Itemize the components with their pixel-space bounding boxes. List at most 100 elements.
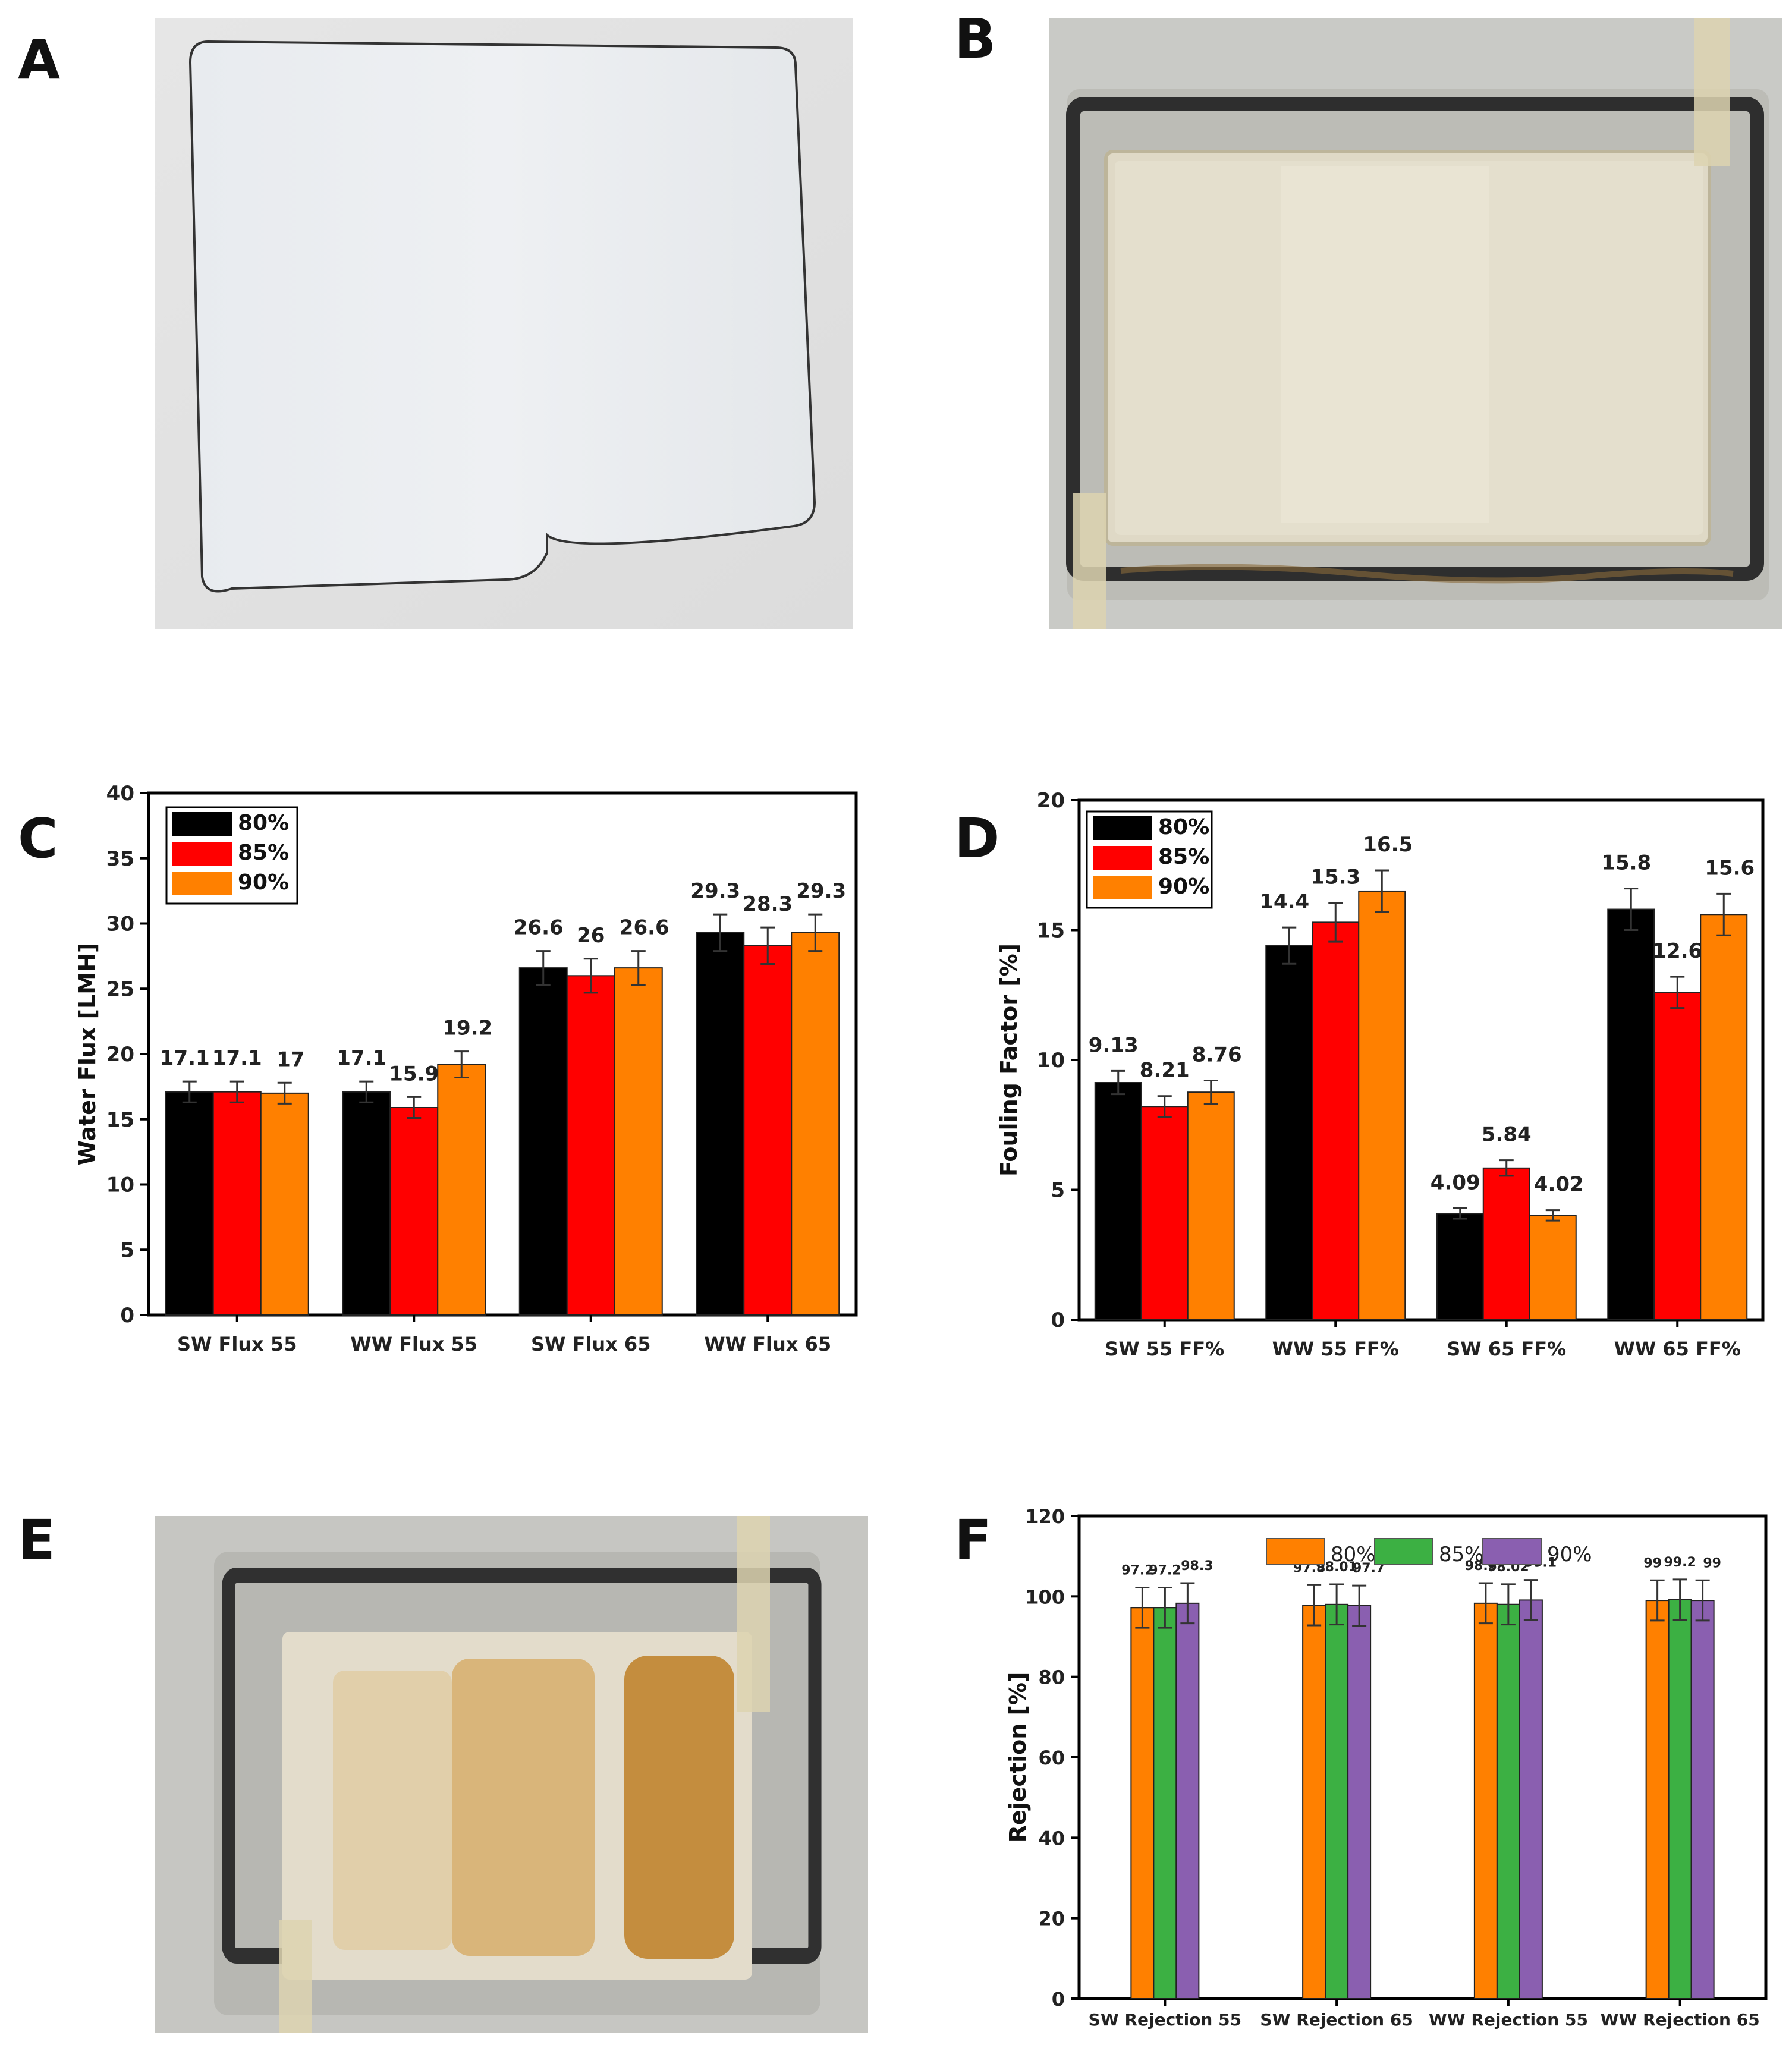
- chart-d-data-label: 15.8: [1601, 851, 1651, 875]
- chart-c-ytick-label: 15: [106, 1108, 134, 1132]
- chart-c-bar: [566, 975, 615, 1316]
- chart-c-data-label: 29.3: [796, 879, 846, 903]
- chart-f-legend-swatch: [1374, 1538, 1433, 1565]
- chart-c-legend-swatch: [172, 812, 232, 836]
- chart-d-data-label: 8.21: [1140, 1059, 1190, 1083]
- chart-c-legend: 80% 85% 90%: [165, 806, 298, 905]
- chart-c-data-label: 19.2: [442, 1017, 492, 1040]
- chart-f-ytick-label: 100: [1025, 1585, 1065, 1608]
- chart-d-category-label: SW 55 FF%: [1105, 1338, 1224, 1360]
- chart-f-ytick-label: 80: [1038, 1666, 1065, 1689]
- chart-d-bar: [1140, 1106, 1189, 1321]
- chart-d-data-label: 8.76: [1192, 1043, 1242, 1067]
- chart-f-legend: 80% 85% 90%: [1266, 1538, 1592, 1566]
- chart-c-bar: [260, 1092, 309, 1316]
- chart-c-legend-swatch: [172, 872, 232, 895]
- photo-e-drawing: [155, 1516, 868, 2033]
- chart-d-ytick-label: 10: [1037, 1049, 1065, 1072]
- chart-c-data-label: 26.6: [620, 916, 669, 940]
- chart-f-data-label: 98.3: [1181, 1559, 1213, 1574]
- chart-c-legend-label: 90%: [238, 870, 289, 895]
- chart-f-ytick-label: 40: [1038, 1827, 1065, 1849]
- chart-f-data-label: 99: [1703, 1556, 1721, 1571]
- chart-d-data-label: 9.13: [1089, 1033, 1139, 1057]
- chart-c-bar: [743, 945, 793, 1316]
- chart-d-bar: [1653, 992, 1702, 1320]
- chart-f-bar: [1153, 1607, 1177, 1999]
- chart-c-ytick-label: 30: [106, 913, 134, 936]
- chart-d-bar: [1265, 945, 1313, 1321]
- chart-d-bar: [1607, 908, 1655, 1321]
- chart-c-bar: [518, 967, 568, 1316]
- chart-c-ytick-label: 20: [106, 1043, 134, 1067]
- chart-d-bar: [1187, 1091, 1235, 1320]
- chart-c-ytick-label: 5: [120, 1238, 134, 1262]
- chart-c-ytick-label: 0: [120, 1304, 134, 1327]
- chart-c-bar: [614, 967, 663, 1316]
- chart-c-data-label: 17.1: [160, 1046, 210, 1070]
- chart-c-ytick-label: 40: [106, 785, 134, 806]
- chart-f-legend-label: 85%: [1439, 1543, 1484, 1566]
- chart-f-bar: [1325, 1603, 1349, 1999]
- chart-f-bar: [1519, 1599, 1543, 1999]
- chart-d-data-label: 16.5: [1363, 833, 1413, 857]
- chart-f-category-label: SW Rejection 65: [1260, 2010, 1413, 2030]
- chart-d-data-label: 15.6: [1705, 856, 1755, 880]
- chart-f-ytick-label: 120: [1025, 1505, 1065, 1528]
- chart-c-legend-label: 80%: [238, 811, 289, 835]
- chart-f-data-label: 97.2: [1121, 1563, 1153, 1578]
- chart-f-bar: [1347, 1605, 1372, 1999]
- chart-d-data-label: 4.09: [1431, 1171, 1480, 1195]
- chart-d-bar: [1312, 921, 1360, 1320]
- chart-c-bar: [696, 932, 745, 1316]
- chart-c-bar: [389, 1106, 439, 1316]
- chart-c-data-label: 17.1: [212, 1046, 262, 1070]
- photo-clean-membrane: [155, 18, 853, 629]
- chart-c-data-label: 17: [276, 1047, 304, 1071]
- chart-f-bar: [1668, 1599, 1692, 2000]
- photo-membrane-cell-clean: [1049, 18, 1782, 629]
- chart-c-category-label: SW Flux 65: [531, 1333, 650, 1355]
- chart-f-data-label: 97.2: [1149, 1563, 1181, 1578]
- chart-fouling-factor: 0 5 10 15 20 Fouling Factor [%] 9.138.218.76 SW…: [996, 789, 1765, 1360]
- photo-a-drawing: [155, 18, 853, 629]
- chart-f-bar: [1473, 1602, 1498, 1999]
- chart-c-ytick-label: 25: [106, 977, 134, 1001]
- chart-f-ytick-label: 60: [1038, 1747, 1065, 1769]
- chart-d-data-label: 5.84: [1482, 1123, 1532, 1147]
- chart-d-ytick-label: 5: [1051, 1179, 1065, 1203]
- chart-d-legend-swatch: [1093, 816, 1152, 840]
- chart-f-ylabel: Rejection [%]: [1005, 1672, 1031, 1843]
- panel-letter-f: F: [954, 1508, 992, 1572]
- chart-c-ytick-label: 10: [106, 1174, 134, 1197]
- chart-d-legend-label: 80%: [1158, 815, 1209, 839]
- chart-d-data-label: 15.3: [1310, 866, 1360, 889]
- chart-d-data-label: 14.4: [1259, 890, 1309, 914]
- chart-c-bar: [342, 1091, 391, 1316]
- chart-c-legend-label: 85%: [238, 841, 289, 865]
- chart-d-bar: [1700, 914, 1748, 1320]
- chart-c-bar: [791, 932, 840, 1316]
- chart-d-legend-swatch: [1093, 846, 1152, 870]
- photo-b-drawing: [1049, 18, 1782, 629]
- chart-d-ytick-label: 0: [1051, 1308, 1065, 1332]
- chart-c-category-label: WW Flux 55: [350, 1333, 477, 1355]
- chart-d-data-label: 12.6: [1652, 939, 1702, 963]
- chart-c-bar: [437, 1064, 486, 1316]
- chart-f-ytick-label: 20: [1038, 1908, 1065, 1930]
- panel-letter-a: A: [18, 28, 61, 92]
- chart-f-legend-swatch: [1266, 1538, 1325, 1565]
- panel-letter-c: C: [18, 807, 58, 870]
- chart-c-data-label: 28.3: [743, 892, 793, 916]
- chart-f-bar: [1130, 1607, 1155, 1999]
- chart-f-data-label: 99: [1643, 1556, 1662, 1571]
- chart-c-data-label: 29.3: [690, 879, 740, 903]
- chart-c-category-label: WW Flux 65: [704, 1333, 831, 1355]
- chart-d-data-label: 4.02: [1534, 1173, 1584, 1197]
- chart-d-category-label: SW 65 FF%: [1447, 1338, 1566, 1360]
- chart-f-category-label: SW Rejection 55: [1089, 2010, 1241, 2030]
- chart-d-legend-swatch: [1093, 876, 1152, 899]
- chart-f-category-label: WW Rejection 55: [1429, 2010, 1588, 2030]
